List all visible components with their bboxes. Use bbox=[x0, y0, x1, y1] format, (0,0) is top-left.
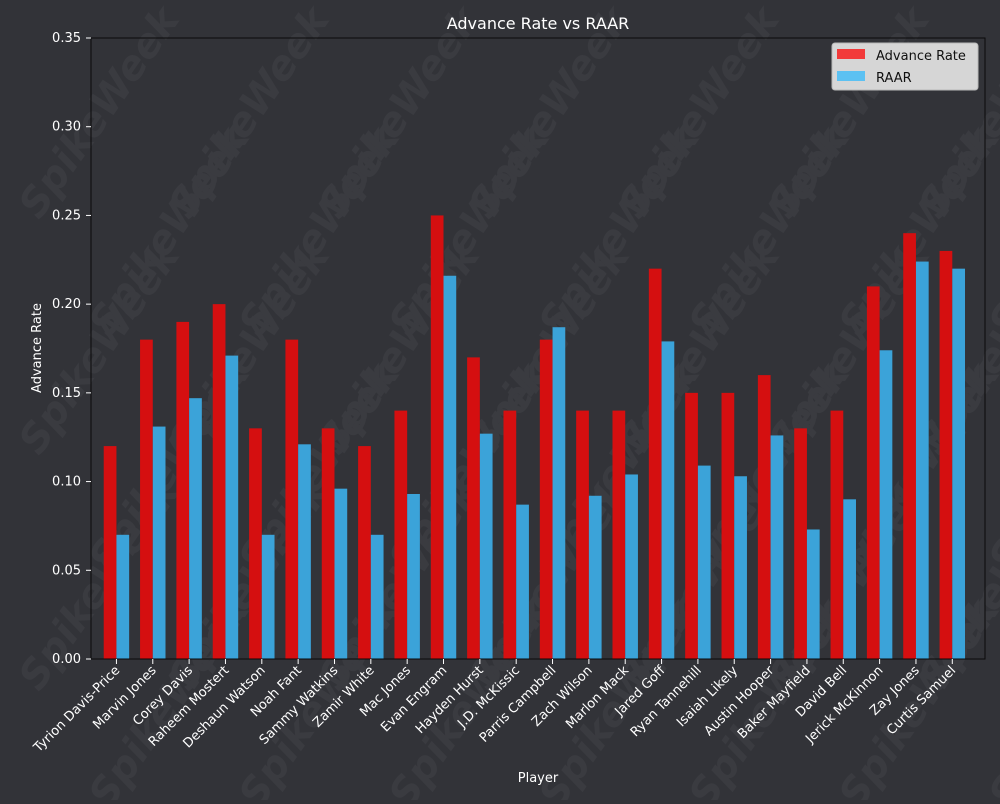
bar-raar-14 bbox=[588, 495, 602, 659]
y-tick-label: 0.15 bbox=[52, 386, 81, 401]
legend-swatch-raar bbox=[837, 71, 865, 81]
bar-advance-rate-4 bbox=[212, 304, 226, 659]
watermark-text: SpikeWeek bbox=[10, 0, 190, 226]
bar-raar-19 bbox=[770, 435, 784, 659]
bar-raar-9 bbox=[407, 493, 420, 659]
bar-advance-rate-11 bbox=[467, 357, 480, 659]
legend: Advance Rate RAAR bbox=[831, 42, 979, 91]
bar-advance-rate-3 bbox=[176, 321, 190, 659]
plot-frame bbox=[90, 37, 986, 660]
bar-raar-24 bbox=[952, 268, 966, 659]
y-tick-label: 0.10 bbox=[52, 475, 81, 490]
bar-raar-16 bbox=[661, 341, 675, 659]
y-tick-label: 0.05 bbox=[52, 563, 81, 578]
bar-raar-6 bbox=[298, 444, 311, 659]
bar-advance-rate-10 bbox=[430, 215, 444, 659]
bar-raar-4 bbox=[225, 355, 239, 659]
bar-advance-rate-18 bbox=[721, 392, 735, 659]
y-tick-label: 0.00 bbox=[52, 652, 81, 667]
bar-raar-17 bbox=[697, 465, 711, 659]
y-tick-label: 0.30 bbox=[52, 120, 81, 135]
bar-raar-1 bbox=[116, 534, 130, 659]
bar-advance-rate-2 bbox=[140, 339, 153, 659]
bar-raar-7 bbox=[334, 488, 348, 659]
bar-raar-15 bbox=[625, 474, 638, 659]
bar-raar-5 bbox=[261, 534, 275, 659]
bar-raar-23 bbox=[915, 261, 929, 659]
legend-label-raar: RAAR bbox=[876, 71, 912, 86]
bar-raar-12 bbox=[516, 504, 529, 659]
bar-advance-rate-5 bbox=[249, 428, 262, 659]
y-tick-label: 0.25 bbox=[52, 208, 81, 223]
bar-advance-rate-20 bbox=[794, 428, 807, 659]
legend-box bbox=[831, 42, 979, 91]
bar-advance-rate-19 bbox=[757, 375, 771, 659]
bar-advance-rate-23 bbox=[903, 233, 916, 660]
legend-label-advance-rate: Advance Rate bbox=[876, 49, 966, 64]
bar-advance-rate-9 bbox=[394, 410, 408, 659]
bar-advance-rate-8 bbox=[358, 446, 371, 659]
bar-raar-3 bbox=[189, 398, 202, 659]
bar-advance-rate-16 bbox=[648, 268, 662, 659]
bar-advance-rate-15 bbox=[612, 410, 626, 659]
bar-advance-rate-1 bbox=[103, 446, 117, 659]
bar-advance-rate-14 bbox=[576, 410, 589, 659]
bar-raar-22 bbox=[879, 350, 893, 659]
bar-advance-rate-17 bbox=[685, 392, 698, 659]
bar-advance-rate-22 bbox=[866, 286, 880, 659]
bar-raar-10 bbox=[443, 275, 457, 659]
bar-advance-rate-21 bbox=[830, 410, 844, 659]
x-axis-label: Player bbox=[518, 771, 559, 786]
legend-swatch-advance-rate bbox=[837, 49, 865, 59]
bar-raar-13 bbox=[552, 327, 566, 659]
y-tick-label: 0.35 bbox=[52, 31, 81, 46]
bar-advance-rate-13 bbox=[539, 339, 553, 659]
bar-advance-rate-7 bbox=[321, 428, 335, 659]
bars-layer bbox=[103, 215, 966, 660]
bar-raar-20 bbox=[806, 529, 820, 659]
bar-raar-2 bbox=[152, 426, 166, 659]
bar-advance-rate-12 bbox=[503, 410, 517, 659]
bar-advance-rate-24 bbox=[939, 250, 953, 659]
bar-raar-8 bbox=[370, 534, 384, 659]
bar-raar-18 bbox=[734, 476, 747, 659]
y-axis-label: Advance Rate bbox=[30, 303, 45, 393]
y-tick-label: 0.20 bbox=[52, 297, 81, 312]
bar-raar-11 bbox=[479, 433, 493, 659]
bar-raar-21 bbox=[843, 499, 856, 659]
chart-title: Advance Rate vs RAAR bbox=[447, 14, 630, 33]
bar-advance-rate-6 bbox=[285, 339, 299, 659]
